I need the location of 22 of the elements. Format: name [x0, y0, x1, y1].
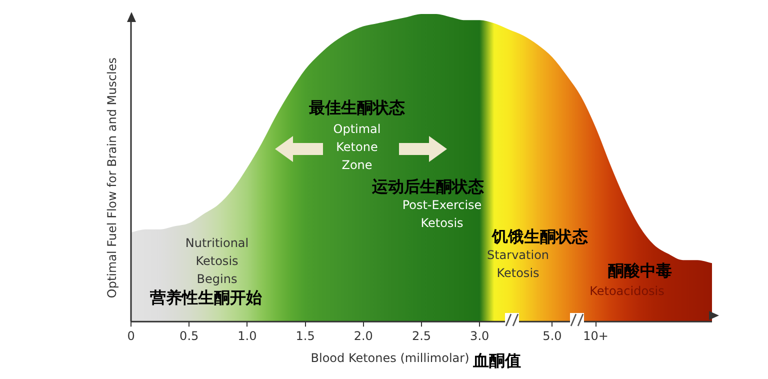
x-tick-label: 1.0 [238, 328, 257, 343]
x-tick-label: 2.5 [412, 328, 432, 343]
y-axis-title: Optimal Fuel Flow for Brain and Muscles [105, 57, 120, 298]
annotation: Ketoacidosis [590, 284, 664, 298]
annotation: Post-Exercise Ketosis [402, 198, 482, 230]
x-tick-label: 3.0 [470, 328, 490, 343]
annotation: 饥饿生酮状态 [491, 227, 588, 246]
annotation: 营养性生酮开始 [149, 288, 263, 308]
x-tick-label: 5.0 [542, 328, 562, 343]
annotation: 酮酸中毒 [608, 261, 672, 280]
x-axis-title: Blood Ketones (millimolar) [310, 351, 470, 366]
x-tick-label: 10+ [583, 328, 608, 343]
x-tick-label: 2.0 [354, 328, 373, 343]
annotation: Optimal Ketone Zone [333, 122, 381, 172]
x-tick-label: 0 [127, 328, 135, 343]
x-tick-label: 1.5 [296, 328, 315, 343]
annotation: 最佳生酮状态 [308, 98, 405, 118]
text: 血酮值 [472, 351, 522, 370]
x-tick-label: 0.5 [180, 328, 199, 343]
annotation: 运动后生酮状态 [371, 177, 484, 196]
annotation: Nutritional Ketosis Begins [185, 236, 249, 286]
annotation: Starvation Ketosis [486, 248, 550, 280]
